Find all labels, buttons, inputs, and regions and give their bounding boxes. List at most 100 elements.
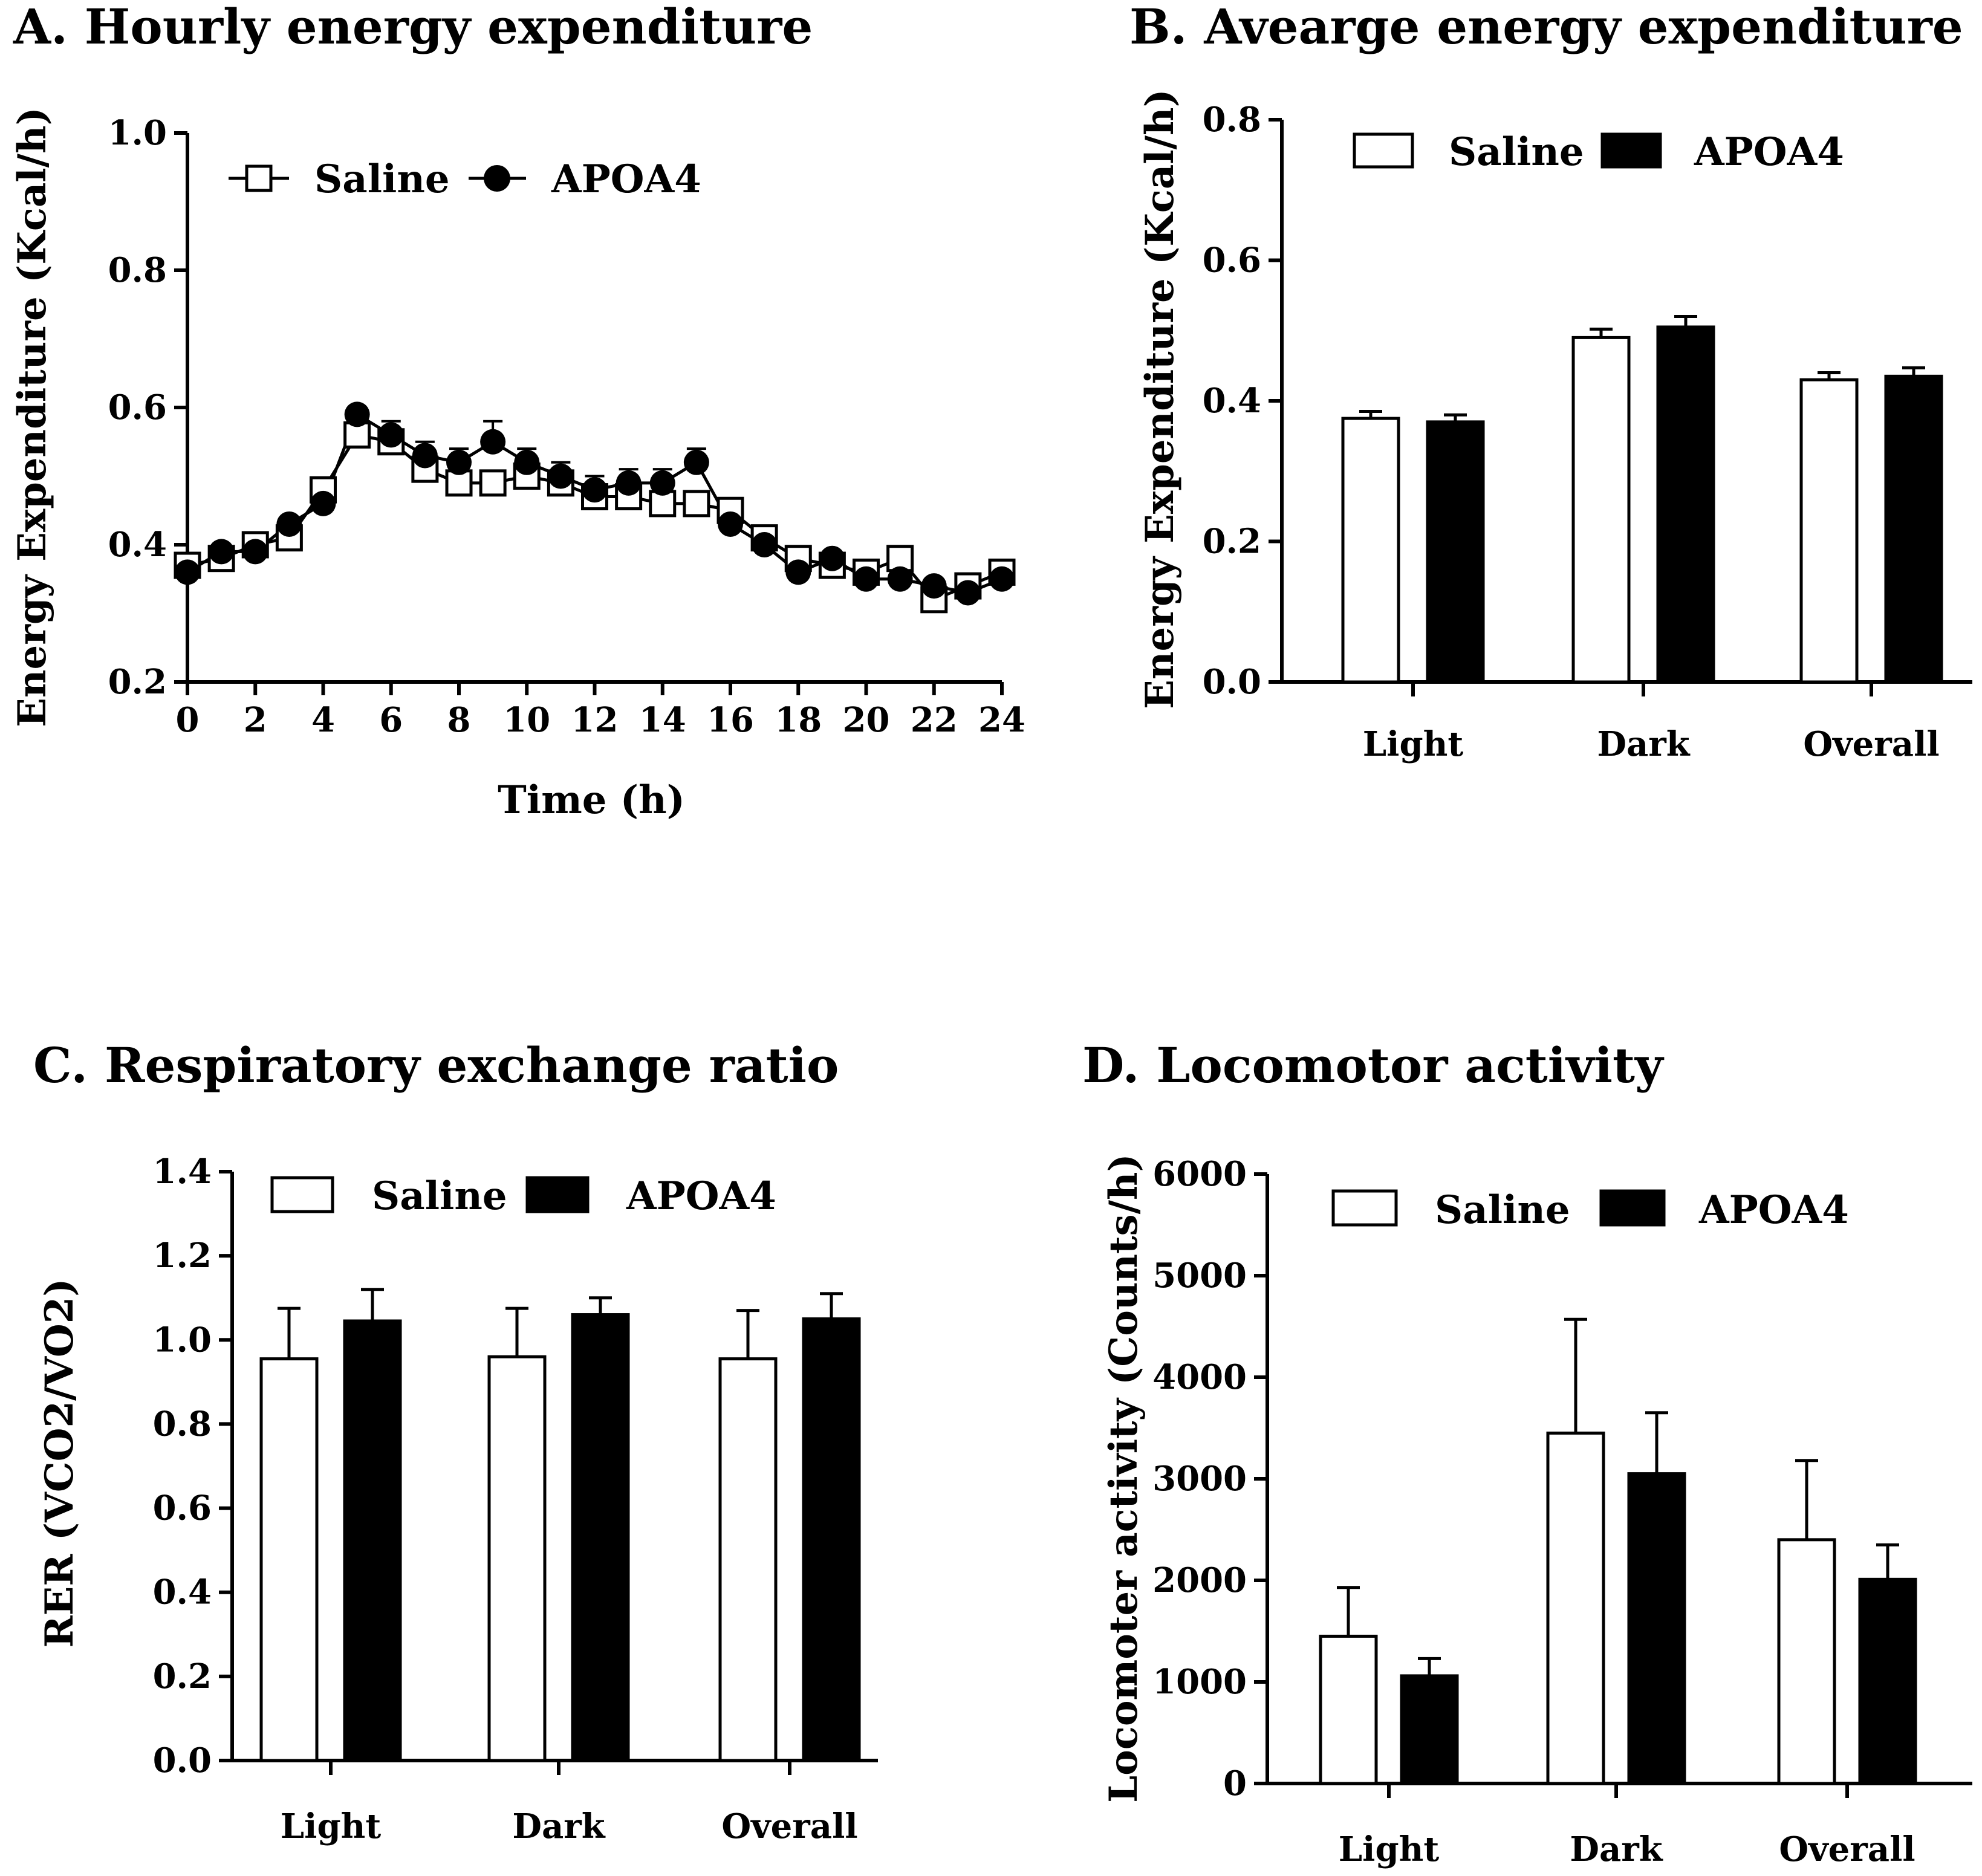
data-point-apoa4 (209, 539, 235, 565)
panel-b-legend-saline: Saline (1449, 129, 1584, 175)
panel-a-y-tick-label: 0.2 (108, 662, 167, 702)
legend-swatch-saline (245, 164, 273, 192)
panel-a-x-tick-label: 22 (911, 700, 958, 740)
legend-swatch-saline (1331, 1189, 1398, 1227)
bar-apoa4-overall (802, 1317, 861, 1762)
panel-a-y-tick-label: 1.0 (108, 113, 167, 153)
panel-b-error-bars (1359, 315, 1925, 422)
panel-c-y-tick-label: 0.0 (153, 1741, 212, 1780)
panel-a-x-tick-label: 10 (503, 700, 550, 740)
bar-saline-overall (1799, 378, 1859, 684)
panel-b-y-tick-label: 0.4 (1203, 381, 1261, 421)
panel-d-y-tick-label: 6000 (1152, 1154, 1247, 1194)
data-point-apoa4 (683, 449, 709, 475)
data-point-apoa4 (819, 545, 845, 571)
panel-d-bars (1319, 1431, 1917, 1785)
bar-saline-dark (1571, 336, 1631, 684)
legend-swatch-apoa4 (484, 165, 510, 192)
data-point-apoa4 (616, 470, 642, 496)
panel-c-y-tick-label: 1.4 (153, 1152, 212, 1192)
panel-a-x-tick-label: 24 (978, 700, 1025, 740)
panel-c-title: C. Respiratory exchange ratio (33, 1037, 839, 1094)
bar-saline-light (1341, 417, 1400, 684)
panel-b-bars (1341, 325, 1943, 684)
panel-c-ylabel: RER (VCO2/VO2) (37, 1278, 82, 1647)
data-point-saline (683, 490, 710, 518)
data-point-apoa4 (344, 401, 370, 427)
panel-a-x-tick-label: 18 (775, 700, 822, 740)
bar-saline-overall (1777, 1538, 1836, 1785)
panel-a-legend: Saline APOA4 (229, 157, 701, 202)
panel-a-xlabel: Time (h) (498, 777, 685, 823)
panel-d-axes (1254, 1172, 1972, 1798)
bar-apoa4-dark (1627, 1472, 1686, 1785)
data-point-apoa4 (446, 449, 472, 475)
panel-c-bars (259, 1313, 861, 1762)
bar-apoa4-light (1426, 420, 1485, 684)
panel-d-title: D. Locomotor activity (1082, 1037, 1665, 1094)
data-point-apoa4 (921, 573, 947, 599)
panel-a-title: A. Hourly energy expenditure (13, 0, 813, 55)
panel-d-category-labels: Light Dark Overall (1339, 1829, 1915, 1869)
legend-swatch-apoa4 (525, 1176, 590, 1213)
bar-apoa4-dark (1656, 325, 1715, 684)
panel-d-bar-chart: D. Locomotor activity Locomoter activity… (1082, 1037, 1972, 1869)
category-label-light: Light (1339, 1829, 1440, 1869)
panel-b-legend: Saline APOA4 (1353, 129, 1844, 175)
panel-a-legend-saline: Saline (314, 157, 450, 202)
panel-c-legend-saline: Saline (372, 1173, 507, 1219)
data-point-apoa4 (582, 477, 608, 503)
panel-d-ylabel: Locomoter activity (Counts/h) (1101, 1154, 1146, 1803)
panel-c-axes (219, 1170, 878, 1775)
data-point-apoa4 (853, 566, 879, 592)
panel-d-y-tick-label: 4000 (1152, 1357, 1247, 1397)
category-label-light: Light (1363, 724, 1464, 764)
panel-d-legend-saline: Saline (1435, 1187, 1570, 1233)
panel-a-y-tick-label: 0.8 (108, 250, 167, 290)
panel-a-x-tick-labels: 0 2 4 6 8 10 12 14 16 18 20 22 24 (176, 700, 1025, 740)
panel-a-x-tick-label: 12 (571, 700, 619, 740)
data-point-apoa4 (378, 422, 404, 448)
data-point-apoa4 (548, 463, 574, 489)
panel-a-x-tick-label: 14 (639, 700, 686, 740)
panel-a-y-tick-label: 0.6 (108, 388, 167, 427)
data-point-apoa4 (989, 566, 1015, 592)
panel-c-bar-chart: C. Respiratory exchange ratio RER (VCO2/… (33, 1037, 878, 1846)
data-point-apoa4 (752, 532, 778, 557)
panel-b-legend-apoa4: APOA4 (1694, 129, 1844, 175)
panel-c-legend-apoa4: APOA4 (626, 1173, 776, 1219)
panel-a-y-tick-label: 0.4 (108, 525, 167, 565)
panel-d-error-bars (1337, 1317, 1899, 1676)
panel-a-x-tick-label: 0 (176, 700, 200, 740)
category-label-overall: Overall (1803, 724, 1939, 764)
panel-d-legend: Saline APOA4 (1331, 1187, 1849, 1233)
bar-apoa4-overall (1884, 374, 1943, 684)
panel-b-y-tick-label: 0.0 (1203, 662, 1261, 702)
panel-d-y-tick-label: 3000 (1152, 1459, 1247, 1499)
data-point-apoa4 (242, 539, 268, 565)
panel-d-y-tick-label: 2000 (1152, 1560, 1247, 1600)
panel-d-y-tick-label: 5000 (1152, 1256, 1247, 1296)
legend-swatch-apoa4 (1600, 132, 1662, 169)
panel-b-y-tick-labels: 0.0 0.2 0.4 0.6 0.8 (1203, 100, 1261, 702)
panel-a-y-tick-labels: 0.2 0.4 0.6 0.8 1.0 (108, 113, 167, 702)
data-point-apoa4 (785, 559, 811, 585)
panel-a-x-tick-label: 2 (244, 700, 267, 740)
panel-b-y-tick-label: 0.2 (1203, 522, 1261, 562)
panel-c-y-tick-label: 0.2 (153, 1657, 212, 1696)
bar-saline-light (1319, 1634, 1378, 1785)
data-point-apoa4 (412, 443, 438, 469)
data-point-apoa4 (649, 470, 675, 496)
data-point-apoa4 (480, 429, 506, 455)
panel-a-x-tick-label: 8 (447, 700, 471, 740)
panel-a-x-tick-label: 6 (379, 700, 403, 740)
bar-saline-light (259, 1357, 319, 1762)
panel-b-title: B. Avearge energy expenditure (1129, 0, 1963, 55)
panel-c-y-tick-label: 0.8 (153, 1404, 212, 1444)
legend-swatch-saline (270, 1176, 334, 1213)
bar-saline-overall (718, 1357, 778, 1762)
bar-apoa4-overall (1858, 1577, 1917, 1785)
data-point-apoa4 (310, 490, 336, 516)
panel-a-markers (174, 401, 1016, 614)
